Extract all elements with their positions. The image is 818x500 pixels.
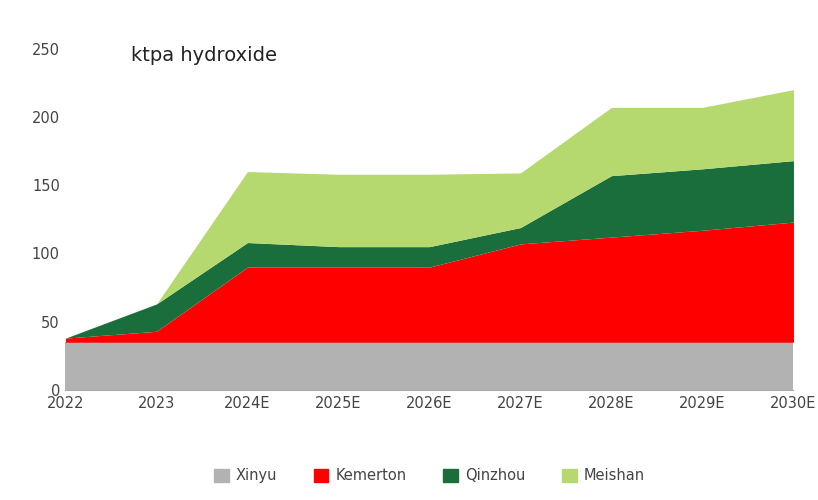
Text: ktpa hydroxide: ktpa hydroxide bbox=[131, 46, 277, 64]
Legend: Xinyu, Kemerton, Qinzhou, Meishan: Xinyu, Kemerton, Qinzhou, Meishan bbox=[208, 462, 651, 489]
